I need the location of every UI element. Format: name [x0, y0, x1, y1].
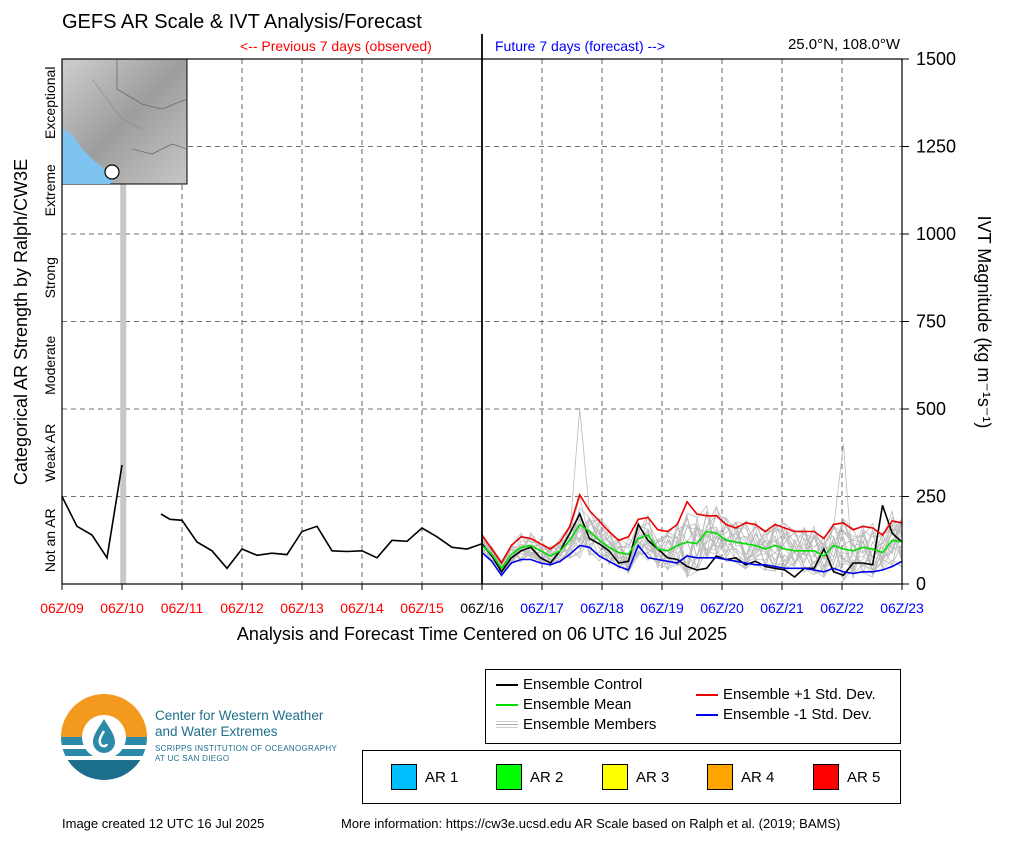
ensemble-member-line — [481, 510, 903, 579]
x-tick-label: 06Z/14 — [340, 600, 384, 616]
ar4-label: AR 4 — [741, 768, 775, 786]
location-label: 25.0°N, 108.0°W — [787, 36, 900, 53]
y-tick-label: 1000 — [916, 224, 956, 244]
x-tick-label: 06Z/20 — [700, 600, 744, 616]
y-tick-label: 750 — [916, 312, 946, 332]
ar3-label: AR 3 — [636, 768, 670, 786]
category-label: Not an AR — [42, 508, 58, 572]
ar3-swatch — [602, 764, 628, 790]
legend-label: Ensemble Mean — [523, 696, 632, 713]
x-tick-label: 06Z/23 — [880, 600, 924, 616]
category-label: Weak AR — [42, 424, 58, 482]
ar4-legend-item: AR 4 — [707, 764, 774, 790]
legend-label: Ensemble Members — [523, 716, 657, 733]
location-marker — [104, 164, 120, 180]
series-legend: Ensemble Control Ensemble Mean Ensemble … — [485, 669, 901, 744]
x-axis-label: Analysis and Forecast Time Centered on 0… — [237, 624, 727, 644]
observed-highlight-bar — [120, 181, 127, 584]
legend-members: Ensemble Members — [496, 716, 656, 733]
x-tick-label: 06Z/13 — [280, 600, 324, 616]
highlight-span — [120, 181, 127, 584]
series-ensemble-1-std-dev — [481, 492, 903, 565]
x-tick-label: 06Z/10 — [100, 600, 144, 616]
ar1-swatch — [391, 764, 417, 790]
ivt-chart: 0 250 500 750 1000 1250 1500 06Z/09 06Z/10 06Z/1… — [11, 34, 994, 644]
grid-lines — [62, 59, 902, 584]
category-label: Moderate — [42, 335, 58, 394]
ar1-legend-item: AR 1 — [391, 764, 458, 790]
ar5-legend-item: AR 5 — [813, 764, 880, 790]
ar-category-labels: Not an AR Weak AR Moderate Strong Extreme Exc… — [42, 67, 58, 573]
category-label: Extreme — [42, 164, 58, 216]
legend-swatch — [696, 693, 718, 696]
y-axis-ticks: 0 250 500 750 1000 1250 1500 — [902, 49, 956, 594]
legend-plus-std: Ensemble +1 Std. Dev. — [696, 686, 876, 703]
x-tick-label: 06Z/16 — [460, 600, 504, 616]
x-tick-label: 06Z/18 — [580, 600, 624, 616]
legend-label: Ensemble Control — [523, 676, 643, 693]
footer-more-info: More information: https://cw3e.ucsd.edu … — [341, 816, 841, 831]
category-label: Strong — [42, 257, 58, 298]
x-tick-label: 06Z/12 — [220, 600, 264, 616]
ar2-label: AR 2 — [530, 768, 564, 786]
footer-created: Image created 12 UTC 16 Jul 2025 — [62, 816, 265, 831]
y-tick-label: 250 — [916, 487, 946, 507]
series-ensemble-control — [61, 464, 123, 560]
y-tick-label: 1250 — [916, 137, 956, 157]
ar-scale-legend: AR 1 AR 2 AR 3 AR 4 AR 5 — [362, 750, 901, 804]
legend-swatch — [696, 713, 718, 716]
x-tick-label: 06Z/17 — [520, 600, 564, 616]
legend-control: Ensemble Control — [496, 676, 642, 693]
x-tick-label: 06Z/22 — [820, 600, 864, 616]
x-axis-ticks: 06Z/09 06Z/10 06Z/11 06Z/12 06Z/13 06Z/14 06Z/… — [40, 584, 924, 616]
y-tick-label: 500 — [916, 399, 946, 419]
x-tick-label: 06Z/09 — [40, 600, 84, 616]
right-axis-label: IVT Magnitude (kg m⁻¹s⁻¹) — [974, 216, 994, 429]
legend-swatch — [496, 724, 518, 725]
x-tick-label: 06Z/21 — [760, 600, 804, 616]
ar3-legend-item: AR 3 — [602, 764, 669, 790]
series-ensemble-mean — [481, 523, 903, 570]
x-tick-label: 06Z/15 — [400, 600, 444, 616]
legend-label: Ensemble -1 Std. Dev. — [723, 706, 872, 723]
org-name: Center for Western Weather and Water Ext… — [155, 708, 324, 739]
ar2-swatch — [496, 764, 522, 790]
ar1-label: AR 1 — [425, 768, 459, 786]
ar4-swatch — [707, 764, 733, 790]
ar2-legend-item: AR 2 — [496, 764, 563, 790]
location-map-inset — [61, 58, 188, 185]
legend-mean: Ensemble Mean — [496, 696, 631, 713]
series-lines — [61, 464, 903, 579]
legend-minus-std: Ensemble -1 Std. Dev. — [696, 706, 872, 723]
cw3e-logo — [61, 694, 147, 780]
ensemble-member-line — [481, 517, 903, 582]
ar5-label: AR 5 — [847, 768, 881, 786]
ar5-swatch — [813, 764, 839, 790]
previous-days-label: <-- Previous 7 days (observed) — [240, 38, 432, 54]
org-subtitle: SCRIPPS INSTITUTION OF OCEANOGRAPHY AT U… — [155, 744, 338, 763]
category-label: Exceptional — [42, 67, 58, 139]
left-axis-label: Categorical AR Strength by Ralph/CW3E — [11, 159, 31, 485]
future-days-label: Future 7 days (forecast) --> — [495, 38, 666, 54]
y-tick-label: 0 — [916, 574, 926, 594]
legend-label: Ensemble +1 Std. Dev. — [723, 686, 876, 703]
ensemble-member-line — [481, 519, 903, 575]
series-ensemble-control-forecast — [481, 505, 903, 579]
legend-swatch — [496, 683, 518, 686]
y-tick-label: 1500 — [916, 49, 956, 69]
x-tick-label: 06Z/19 — [640, 600, 684, 616]
ensemble-members — [481, 408, 903, 582]
chart-title: GEFS AR Scale & IVT Analysis/Forecast — [62, 11, 422, 33]
series-ensemble-1-std-dev — [481, 543, 903, 577]
series-ensemble-control — [160, 513, 483, 570]
x-tick-label: 06Z/11 — [161, 600, 204, 616]
legend-swatch — [496, 703, 518, 706]
